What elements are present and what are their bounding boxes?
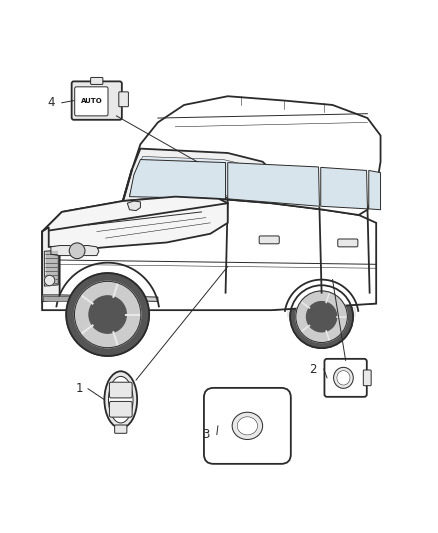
Ellipse shape	[237, 417, 258, 435]
Circle shape	[89, 296, 126, 333]
Circle shape	[307, 302, 337, 332]
FancyBboxPatch shape	[204, 388, 291, 464]
Circle shape	[74, 281, 141, 348]
Text: AUTO: AUTO	[81, 99, 102, 104]
Polygon shape	[51, 246, 99, 256]
FancyBboxPatch shape	[115, 425, 127, 433]
FancyBboxPatch shape	[325, 359, 367, 397]
Text: 2: 2	[309, 362, 317, 376]
Circle shape	[69, 243, 85, 259]
Polygon shape	[42, 197, 228, 258]
Ellipse shape	[104, 372, 137, 428]
Text: 4: 4	[47, 96, 55, 109]
FancyBboxPatch shape	[75, 87, 108, 116]
Polygon shape	[44, 251, 58, 286]
Text: 3: 3	[202, 428, 210, 441]
FancyBboxPatch shape	[91, 77, 103, 84]
Ellipse shape	[334, 367, 353, 389]
Polygon shape	[42, 295, 158, 302]
FancyBboxPatch shape	[363, 370, 371, 386]
FancyBboxPatch shape	[259, 236, 279, 244]
Circle shape	[290, 285, 353, 348]
Ellipse shape	[109, 376, 133, 423]
FancyBboxPatch shape	[110, 401, 132, 417]
Polygon shape	[287, 308, 356, 317]
Polygon shape	[130, 157, 261, 197]
Ellipse shape	[232, 412, 263, 440]
Polygon shape	[321, 167, 367, 209]
Text: 1: 1	[75, 382, 83, 395]
Polygon shape	[42, 227, 60, 302]
FancyBboxPatch shape	[110, 382, 132, 398]
Polygon shape	[42, 295, 376, 310]
Circle shape	[66, 273, 149, 356]
Polygon shape	[130, 159, 226, 199]
Polygon shape	[369, 171, 381, 210]
Polygon shape	[42, 197, 376, 310]
Polygon shape	[123, 149, 272, 201]
Ellipse shape	[337, 370, 350, 385]
Polygon shape	[43, 296, 110, 302]
Circle shape	[44, 275, 55, 286]
FancyBboxPatch shape	[338, 239, 358, 247]
Polygon shape	[123, 96, 381, 215]
Polygon shape	[127, 201, 141, 211]
FancyBboxPatch shape	[119, 92, 128, 107]
FancyBboxPatch shape	[72, 82, 122, 120]
Circle shape	[296, 291, 347, 343]
Polygon shape	[228, 163, 319, 206]
